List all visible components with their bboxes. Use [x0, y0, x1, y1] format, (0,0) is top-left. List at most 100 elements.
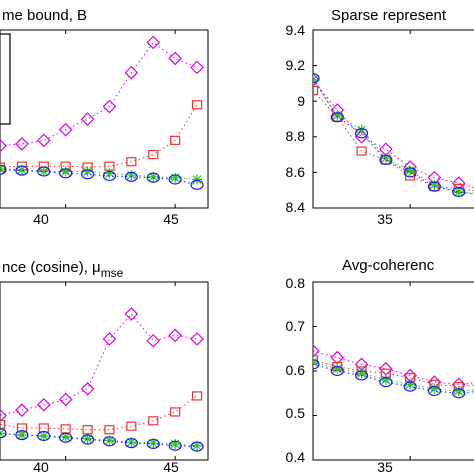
circle-series-line	[0, 432, 198, 448]
star-marker	[16, 430, 27, 441]
y-tick-label: 8.8	[286, 128, 306, 144]
star-marker	[104, 435, 115, 446]
diamond-series-line	[313, 79, 474, 189]
circle-marker	[59, 168, 73, 179]
circle-marker	[80, 169, 95, 180]
square-marker	[104, 425, 115, 435]
star-marker	[148, 171, 159, 182]
x-tick-label: 35	[377, 211, 393, 227]
circle-marker	[313, 72, 320, 84]
star-marker	[38, 430, 49, 441]
square-marker	[356, 146, 367, 156]
diamond-marker	[36, 397, 51, 412]
star-marker	[332, 363, 343, 374]
circle-marker	[146, 438, 160, 450]
diamond-marker	[80, 112, 95, 126]
star-marker	[313, 74, 318, 85]
square-marker	[126, 421, 137, 431]
diamond-series-line	[0, 41, 198, 147]
diamond-marker	[330, 350, 345, 365]
circle-marker	[427, 181, 442, 192]
circle-marker	[354, 370, 369, 381]
circle-marker	[124, 171, 138, 182]
star-marker	[192, 174, 203, 185]
circle-marker	[15, 429, 29, 441]
star-marker	[313, 357, 318, 368]
x-tick-label: 40	[33, 459, 49, 474]
star-marker	[453, 186, 464, 197]
series-group	[0, 307, 204, 452]
star-marker	[82, 166, 93, 177]
circle-series-line	[313, 77, 474, 195]
star-marker	[104, 168, 115, 179]
circle-marker	[59, 432, 73, 443]
diamond-marker	[146, 35, 161, 50]
panel-top-left: me bound, B 40 45	[0, 7, 209, 227]
circle-marker	[168, 440, 182, 451]
circle-marker	[427, 385, 442, 397]
series-layer	[313, 281, 474, 461]
panel-title-subscript: mse	[101, 266, 124, 280]
x-tick-label: 45	[163, 459, 179, 474]
star-series-line	[0, 432, 198, 447]
circle-marker	[379, 154, 393, 166]
square-marker	[313, 85, 319, 96]
circle-marker	[146, 172, 160, 183]
panel-title-main: nce (cosine), μ	[2, 259, 101, 276]
y-tick-label: 9.4	[286, 22, 306, 38]
diamond-marker	[313, 72, 320, 87]
diamond-marker	[0, 138, 7, 153]
circle-marker	[0, 428, 7, 439]
plot-area	[0, 281, 209, 461]
diamond-marker	[102, 332, 117, 346]
star-marker	[332, 110, 343, 121]
circle-marker	[379, 377, 393, 388]
diamond-marker	[80, 381, 95, 396]
star-marker	[126, 170, 137, 181]
circle-marker	[354, 128, 369, 139]
x-tick-label: 45	[163, 211, 179, 227]
diamond-marker	[190, 60, 204, 75]
star-marker	[148, 438, 159, 449]
star-marker	[170, 172, 181, 183]
circle-marker	[313, 359, 320, 370]
diamond-marker	[36, 133, 51, 148]
diamond-marker	[168, 51, 183, 66]
square-marker	[60, 424, 71, 434]
star-marker	[16, 164, 27, 175]
panel-title: nce (cosine), μmse	[2, 259, 124, 280]
star-series-line	[313, 79, 474, 194]
square-marker	[0, 419, 6, 429]
diamond-marker	[124, 307, 139, 321]
diamond-marker	[102, 99, 117, 114]
series-layer	[0, 30, 204, 208]
panel-title: Avg-coherenc	[342, 257, 435, 274]
x-tick-label: 40	[33, 211, 49, 227]
circle-marker	[190, 441, 204, 452]
circle-series-line	[313, 363, 474, 394]
square-series-line	[0, 104, 198, 168]
diamond-marker	[0, 408, 7, 423]
circle-series-line	[0, 169, 198, 186]
diamond-marker	[15, 403, 29, 418]
diamond-marker	[190, 332, 204, 346]
star-series-line	[0, 168, 198, 180]
y-tick-label: 0.7	[286, 318, 306, 334]
circle-marker	[37, 166, 51, 177]
y-tick-label: 0.4	[286, 449, 306, 465]
circle-marker	[80, 434, 95, 445]
square-marker	[126, 157, 137, 167]
diamond-marker	[15, 137, 29, 151]
circle-marker	[330, 365, 344, 377]
panel-title: me bound, B	[2, 7, 87, 24]
legend-box	[0, 33, 11, 125]
square-marker	[170, 407, 181, 417]
circle-marker	[403, 381, 417, 392]
plot-area	[312, 29, 474, 209]
star-marker	[453, 386, 464, 397]
plot-area	[0, 29, 209, 209]
star-marker	[170, 438, 181, 449]
star-marker	[429, 179, 440, 190]
circle-marker	[102, 170, 117, 182]
diamond-marker	[379, 361, 393, 376]
